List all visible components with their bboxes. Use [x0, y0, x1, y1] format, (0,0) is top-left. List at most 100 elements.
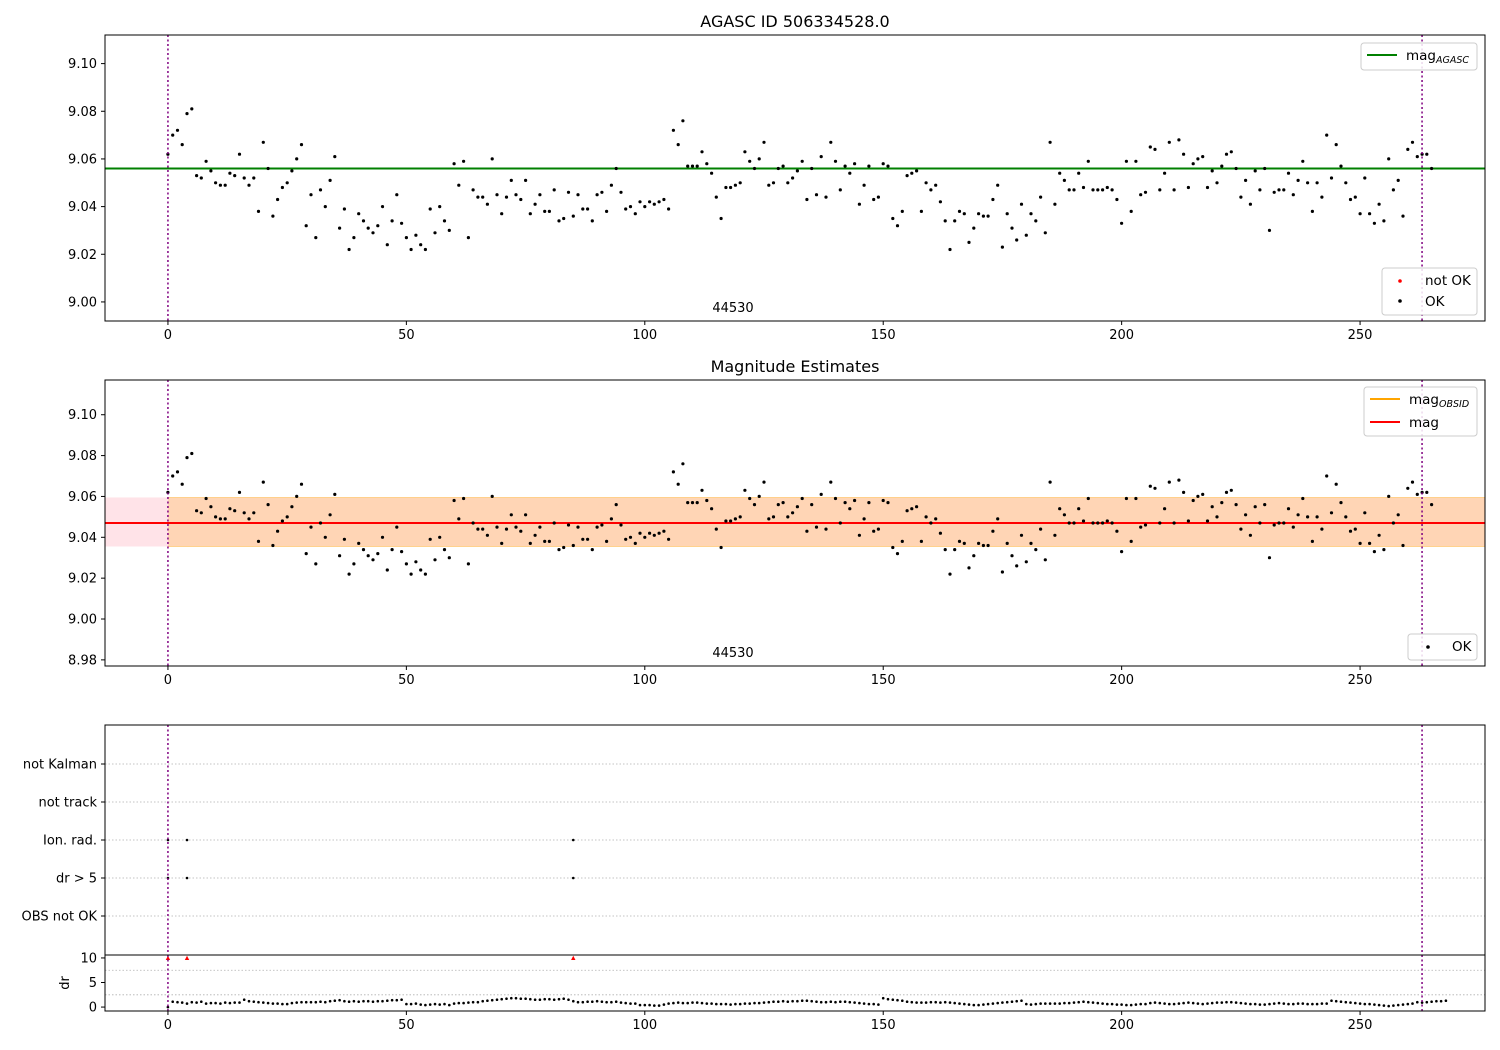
- ok-point: [1134, 496, 1138, 501]
- panel-flags-plot-area: [105, 725, 1485, 955]
- ok-point: [1420, 152, 1424, 156]
- dr-point: [657, 1004, 661, 1007]
- ok-point: [924, 515, 928, 519]
- dr-point: [1349, 1001, 1352, 1004]
- ok-point: [690, 164, 695, 168]
- dr-point: [252, 1000, 256, 1003]
- ok-point: [395, 525, 399, 529]
- dr-point: [490, 998, 494, 1002]
- ok-point: [195, 509, 199, 513]
- dr-point: [500, 997, 504, 1001]
- ok-point: [1358, 212, 1362, 216]
- ok-point: [1010, 554, 1014, 558]
- dr-point: [1005, 1000, 1009, 1004]
- ok-point: [299, 143, 304, 147]
- ok-point: [433, 231, 437, 235]
- ok-point: [886, 501, 890, 505]
- ok-point: [791, 176, 795, 180]
- ok-point: [671, 128, 676, 132]
- dr-point: [1339, 1000, 1343, 1003]
- ok-point: [1224, 152, 1229, 156]
- ok-point: [1248, 533, 1252, 537]
- ok-point: [676, 482, 680, 486]
- ok-point: [1210, 169, 1214, 173]
- ok-point: [1062, 178, 1066, 182]
- dr-point: [581, 1000, 585, 1004]
- ok-point: [586, 537, 590, 541]
- dr-point: [1425, 1000, 1429, 1004]
- dr-point: [886, 997, 890, 1001]
- ok-point: [624, 537, 628, 541]
- dr-point: [1268, 1002, 1271, 1006]
- panel-agasc-title: AGASC ID 506334528.0: [700, 12, 889, 31]
- dr-point: [486, 999, 489, 1002]
- dr-point: [1292, 1002, 1295, 1006]
- dr-point: [829, 1000, 833, 1003]
- ok-point: [681, 119, 685, 123]
- ok-point: [1167, 480, 1171, 484]
- dr-point: [395, 998, 399, 1002]
- ok-point: [867, 501, 871, 505]
- dr-point: [1025, 1002, 1028, 1006]
- ok-point: [190, 451, 194, 456]
- ok-point: [409, 572, 413, 576]
- ok-point: [595, 193, 599, 197]
- ok-point: [504, 527, 509, 531]
- ok-point: [700, 150, 704, 154]
- ok-point: [195, 174, 199, 178]
- x-tick-label: 0: [164, 328, 172, 343]
- dr-point: [233, 1001, 236, 1004]
- ok-point: [900, 209, 904, 213]
- dr-point: [982, 1003, 985, 1006]
- dr-point: [729, 1003, 732, 1006]
- ok-point: [166, 490, 170, 494]
- ok-point: [295, 157, 299, 161]
- ok-point: [1015, 238, 1019, 242]
- dr-point: [1115, 1003, 1119, 1006]
- dr-point: [223, 1001, 227, 1004]
- ok-point: [223, 517, 227, 521]
- ok-point: [490, 157, 494, 161]
- legend-label-mag-agasc: magAGASC: [1406, 48, 1469, 66]
- legend-label-mag-obsid-main: mag: [1409, 392, 1439, 408]
- ok-point: [1048, 140, 1052, 144]
- dr-point: [991, 1002, 995, 1005]
- x-tick-label: 250: [1348, 673, 1373, 688]
- ok-point: [333, 492, 337, 496]
- dr-point: [872, 1002, 875, 1006]
- dr-point: [495, 998, 499, 1001]
- dr-point: [1048, 1002, 1052, 1005]
- dr-point: [343, 999, 346, 1003]
- ok-point: [514, 525, 518, 529]
- ok-point: [576, 525, 580, 529]
- dr-point: [376, 999, 380, 1003]
- ok-point: [557, 219, 561, 223]
- ok-point: [943, 548, 947, 552]
- dr-point: [419, 1003, 423, 1006]
- ok-point: [185, 112, 189, 116]
- ok-point: [419, 568, 423, 572]
- ok-point: [1396, 178, 1400, 182]
- ok-point: [1296, 513, 1300, 517]
- ok-point: [1358, 541, 1362, 546]
- ok-point: [342, 207, 346, 211]
- dr-point: [805, 999, 809, 1002]
- dr-point: [939, 1001, 942, 1004]
- dr-point: [1010, 1000, 1014, 1003]
- dr-point: [533, 998, 537, 1001]
- ok-point: [614, 503, 618, 507]
- dr-point: [695, 1001, 699, 1004]
- dr-point: [1053, 1002, 1057, 1005]
- ok-point: [1024, 233, 1028, 237]
- ok-point: [1272, 190, 1276, 194]
- ok-point: [752, 166, 757, 171]
- dr-point: [462, 1001, 465, 1005]
- ok-point: [1372, 221, 1376, 225]
- dr-point: [190, 1000, 194, 1004]
- ok-point: [547, 539, 552, 544]
- ok-point: [1229, 488, 1233, 492]
- dr-point: [1272, 1002, 1276, 1005]
- ok-point: [776, 166, 780, 171]
